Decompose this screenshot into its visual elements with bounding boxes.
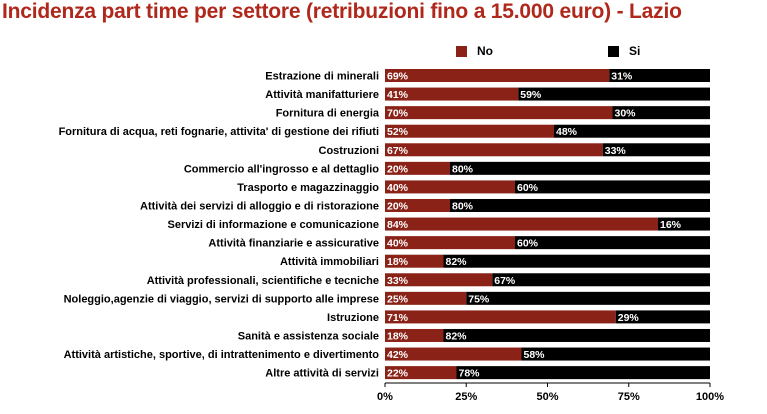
bar-si — [554, 124, 710, 138]
bar-no — [385, 106, 613, 120]
bar-si — [443, 254, 710, 268]
data-label-no: 18% — [387, 256, 409, 268]
bar-no — [385, 198, 450, 212]
category-label: Attività professionali, scientifiche e t… — [147, 275, 379, 287]
data-label-no: 20% — [387, 200, 409, 212]
bar-si — [609, 69, 710, 82]
data-label-si: 82% — [446, 330, 468, 342]
bar-no — [385, 291, 467, 305]
legend-item-no: No — [456, 44, 493, 58]
bar-si — [456, 366, 710, 380]
data-label-no: 70% — [387, 108, 409, 120]
bar-no — [385, 273, 493, 287]
data-label-no: 18% — [387, 330, 409, 342]
category-label: Altre attività di servizi — [265, 368, 379, 380]
data-label-no: 20% — [387, 163, 409, 175]
data-label-no: 71% — [387, 312, 409, 324]
legend: No Si — [0, 44, 767, 60]
category-label: Istruzione — [327, 312, 379, 324]
category-label: Fornitura di energia — [276, 108, 380, 120]
data-label-no: 69% — [387, 71, 409, 83]
x-tick-label: 0% — [377, 391, 393, 403]
bar-si — [518, 87, 710, 101]
category-label: Attività dei servizi di alloggio e di ri… — [140, 200, 379, 212]
category-label: Attività immobiliari — [280, 256, 379, 268]
data-label-si: 33% — [605, 145, 627, 157]
category-label: Estrazione di minerali — [265, 71, 379, 83]
data-label-si: 31% — [611, 71, 633, 83]
data-label-no: 67% — [387, 145, 409, 157]
x-tick-label: 100% — [696, 391, 724, 403]
legend-item-si: Si — [608, 44, 640, 58]
data-label-si: 80% — [452, 163, 474, 175]
category-label: Sanità e assistenza sociale — [238, 330, 379, 342]
bar-si — [515, 236, 710, 250]
data-label-no: 40% — [387, 238, 409, 250]
category-label: Attività finanziarie e assicurative — [208, 238, 379, 250]
bar-si — [492, 273, 710, 287]
data-label-no: 40% — [387, 182, 409, 194]
bar-no — [385, 217, 658, 231]
data-label-si: 82% — [446, 256, 468, 268]
bar-no — [385, 347, 522, 361]
bar-no — [385, 87, 519, 101]
data-label-si: 78% — [459, 368, 481, 380]
data-label-si: 58% — [524, 349, 546, 361]
legend-swatch-si — [608, 45, 619, 57]
bar-no — [385, 143, 603, 157]
legend-swatch-no — [456, 45, 467, 57]
category-label: Costruzioni — [319, 145, 380, 157]
data-label-si: 75% — [468, 293, 490, 305]
bar-si — [612, 106, 710, 120]
bar-si — [466, 291, 710, 305]
data-label-no: 33% — [387, 275, 409, 287]
category-label: Attività artistiche, sportive, di intrat… — [64, 349, 380, 361]
data-label-no: 84% — [387, 219, 409, 231]
bar-no — [385, 161, 450, 175]
bar-no — [385, 328, 444, 342]
category-label: Commercio all'ingrosso e al dettaglio — [184, 163, 379, 175]
bar-no — [385, 69, 610, 82]
category-label: Noleggio,agenzie di viaggio, servizi di … — [64, 293, 379, 305]
data-label-si: 60% — [517, 182, 539, 194]
bar-si — [450, 198, 710, 212]
x-tick-label: 75% — [618, 391, 640, 403]
data-label-si: 48% — [556, 126, 578, 138]
bar-si — [658, 217, 710, 231]
bar-no — [385, 236, 515, 250]
bar-si — [521, 347, 710, 361]
bar-no — [385, 180, 515, 194]
data-label-no: 41% — [387, 89, 409, 101]
category-label: Fornitura di acqua, reti fognarie, attiv… — [59, 126, 379, 138]
bar-si — [615, 310, 710, 324]
category-label: Servizi di informazione e comunicazione — [168, 219, 380, 231]
bar-no — [385, 310, 616, 324]
data-label-si: 80% — [452, 200, 474, 212]
bar-si — [602, 143, 710, 157]
x-tick-label: 50% — [536, 391, 558, 403]
bar-no — [385, 124, 554, 138]
data-label-no: 42% — [387, 349, 409, 361]
data-label-si: 60% — [517, 238, 539, 250]
data-label-no: 25% — [387, 293, 409, 305]
legend-label-si: Si — [629, 44, 641, 58]
data-label-si: 16% — [660, 219, 682, 231]
data-label-no: 22% — [387, 368, 409, 380]
x-tick-label: 25% — [455, 391, 477, 403]
bar-si — [515, 180, 710, 194]
legend-label-no: No — [477, 44, 493, 58]
bar-no — [385, 254, 444, 268]
data-label-si: 67% — [494, 275, 516, 287]
data-label-si: 29% — [618, 312, 640, 324]
bar-no — [385, 366, 457, 380]
category-label: Trasporto e magazzinaggio — [237, 182, 379, 194]
category-label: Attività manifatturiere — [265, 89, 379, 101]
chart-title: Incidenza part time per settore (retribu… — [2, 0, 682, 23]
data-label-si: 30% — [615, 108, 637, 120]
data-label-no: 52% — [387, 126, 409, 138]
bar-si — [443, 328, 710, 342]
bar-si — [450, 161, 710, 175]
data-label-si: 59% — [520, 89, 542, 101]
